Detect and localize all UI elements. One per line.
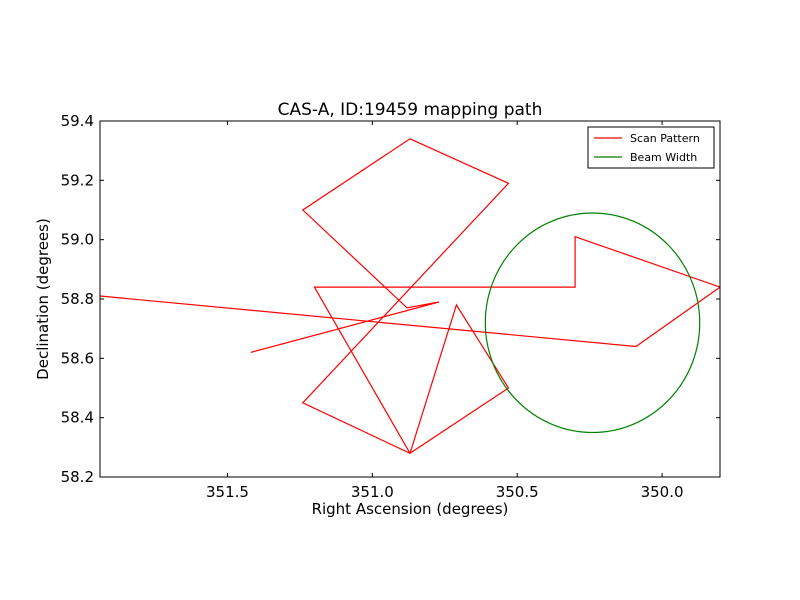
legend-box: [587, 126, 715, 169]
legend-label-scan-pattern: Scan Pattern: [630, 132, 700, 145]
x-tick-label: 350.5: [496, 483, 539, 501]
x-axis: 351.5 351.0 350.5 350.0: [206, 121, 684, 501]
x-tick-label: 351.5: [206, 483, 249, 501]
plot-frame: [99, 120, 721, 478]
x-tick-label: 350.0: [641, 483, 684, 501]
y-tick-label: 58.8: [61, 290, 94, 308]
legend: Scan Pattern Beam Width: [587, 126, 715, 169]
chart-title: CAS-A, ID:19459 mapping path: [278, 100, 543, 120]
legend-label-beam-width: Beam Width: [630, 151, 697, 164]
y-tick-label: 58.2: [61, 468, 94, 486]
x-tick-label: 351.0: [351, 483, 394, 501]
y-axis: 58.2 58.4 58.6 58.8 59.0 59.2 59.4: [61, 112, 720, 486]
y-tick-label: 59.2: [61, 171, 94, 189]
y-tick-label: 59.0: [61, 231, 94, 249]
x-axis-label: Right Ascension (degrees): [312, 500, 509, 518]
y-tick-label: 59.4: [61, 112, 94, 130]
scan-pattern-line: [100, 138, 720, 455]
y-axis-label: Declination (degrees): [34, 218, 52, 380]
y-tick-label: 58.4: [61, 409, 94, 427]
plot-area: [99, 120, 721, 478]
y-tick-label: 58.6: [61, 349, 94, 367]
beam-width-circle: [484, 212, 701, 434]
